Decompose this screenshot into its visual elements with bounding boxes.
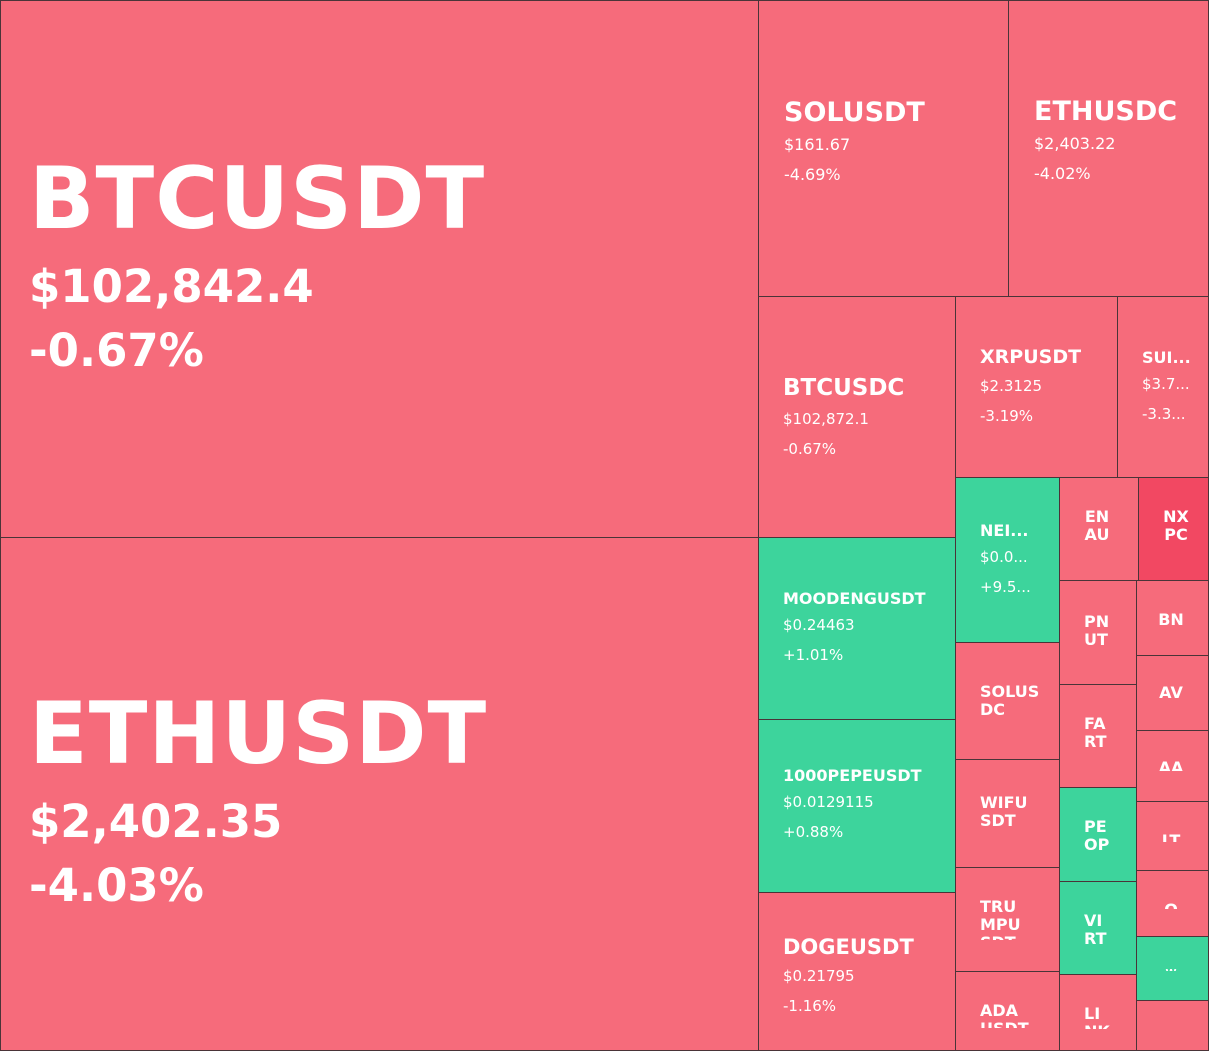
symbol-label: WIFUSDT [980, 794, 1028, 830]
change-label: -4.69% [784, 165, 841, 184]
symbol-label: FARTCOIN [1084, 715, 1109, 753]
symbol-label: VIRT [1084, 912, 1107, 948]
change-label: +0.88% [783, 823, 844, 841]
symbol-label: ENAUSDT [1084, 508, 1110, 546]
symbol-label: XRPUSDT [980, 346, 1082, 368]
change-label: -3.19% [980, 407, 1034, 425]
symbol-label: LINK [1084, 1005, 1110, 1029]
tile-peopleusdt[interactable]: PEOP [1059, 787, 1137, 882]
change-label: +9.5... [980, 578, 1031, 596]
tile-neiro[interactable]: NEI... $0.0... +9.5... [955, 477, 1060, 643]
tile-xrpusdt[interactable]: XRPUSDT $2.3125 -3.19% [955, 296, 1118, 478]
price-label: $0.0129115 [783, 793, 874, 811]
tile-moodengusdt[interactable]: MOODENGUSDT $0.24463 +1.01% [758, 537, 956, 720]
symbol-label: LT [1161, 832, 1181, 842]
tile-wifusdt[interactable]: WIFUSDT [955, 759, 1060, 868]
tile-1000pepeusdt[interactable]: 1000PEPEUSDT $0.0129115 +0.88% [758, 719, 956, 893]
tile-virtualusdt[interactable]: VIRT [1059, 881, 1137, 975]
price-label: $2,402.35 [29, 795, 283, 848]
symbol-label: SUI... [1142, 348, 1191, 367]
symbol-label: ETHUSDC [1034, 96, 1178, 127]
symbol-label: BTCUSDC [783, 375, 905, 401]
symbol-label: ETHUSDT [29, 686, 488, 782]
change-label: +1.01% [783, 646, 844, 664]
tile-bnbusdt[interactable]: BN [1136, 580, 1209, 656]
tile-solusdc[interactable]: SOLUSDC [955, 642, 1060, 760]
symbol-label: 1000PEPEUSDT [783, 766, 922, 785]
change-label: -3.3... [1142, 405, 1186, 423]
symbol-label: TRUMPUSDT [980, 898, 1021, 940]
price-label: $3.7... [1142, 375, 1190, 393]
tile-pnutusdt[interactable]: PNUTUSDT [1059, 580, 1137, 685]
symbol-label: BN [1158, 611, 1184, 629]
symbol-label: O [1137, 901, 1205, 909]
symbol-label: DOGEUSDT [783, 935, 914, 959]
tile-aausdt[interactable]: AA [1136, 730, 1209, 802]
tile-suiusdt[interactable]: SUI... $3.7... -3.3... [1117, 296, 1209, 478]
symbol-label: AV [1159, 684, 1183, 702]
tile-w-usdt[interactable]: W [1136, 936, 1209, 1001]
symbol-label: MOODENGUSDT [783, 589, 926, 608]
price-label: $102,842.4 [29, 260, 314, 313]
tile-linkusdt[interactable]: LINK [1059, 974, 1137, 1051]
price-label: $0.21795 [783, 967, 855, 985]
tile-enausdt[interactable]: ENAUSDT [1059, 477, 1139, 581]
symbol-label: NEI... [980, 521, 1029, 540]
price-label: $2.3125 [980, 377, 1043, 395]
price-label: $2,403.22 [1034, 134, 1116, 153]
change-label: -4.02% [1034, 164, 1091, 183]
tile-solusdt[interactable]: SOLUSDT $161.67 -4.69% [758, 0, 1009, 297]
symbol-label: W [1137, 965, 1205, 971]
tile-trumpusdt[interactable]: TRUMPUSDT [955, 867, 1060, 972]
tile-ethusdt[interactable]: ETHUSDT $2,402.35 -4.03% [0, 537, 759, 1051]
tile-btcusdt[interactable]: BTCUSDT $102,842.4 -0.67% [0, 0, 759, 538]
tile-ethusdc[interactable]: ETHUSDC $2,403.22 -4.02% [1008, 0, 1209, 297]
change-label: -1.16% [783, 997, 837, 1015]
change-label: -0.67% [783, 440, 837, 458]
symbol-label: PEOP [1084, 818, 1110, 854]
symbol-label: NXPCUSDT [1163, 508, 1189, 546]
change-label: -0.67% [29, 324, 204, 377]
price-label: $0.0... [980, 548, 1028, 566]
symbol-label: ADAUSDT [980, 1002, 1029, 1028]
symbol-label: SOLUSDC [980, 683, 1040, 719]
symbol-label: SOLUSDT [784, 97, 925, 128]
tile-ltcusdt[interactable]: LT [1136, 801, 1209, 871]
change-label: -4.03% [29, 859, 204, 912]
tile-o-usdt[interactable]: O [1136, 870, 1209, 937]
price-label: $102,872.1 [783, 410, 869, 428]
price-label: $161.67 [784, 135, 851, 154]
tile-adausdt[interactable]: ADAUSDT [955, 971, 1060, 1051]
tile-fartcoin[interactable]: FARTCOIN [1059, 684, 1137, 788]
symbol-label: PNUTUSDT [1084, 613, 1110, 651]
tile-avaxusdt[interactable]: AV [1136, 655, 1209, 731]
tile-btcusdc[interactable]: BTCUSDC $102,872.1 -0.67% [758, 296, 956, 538]
tile-small-bottom-right[interactable] [1136, 1000, 1209, 1051]
symbol-label: AA [1158, 759, 1184, 771]
symbol-label: BTCUSDT [29, 151, 486, 247]
tile-nxpcusdt[interactable]: NXPCUSDT [1138, 477, 1209, 581]
price-label: $0.24463 [783, 616, 855, 634]
tile-dogeusdt[interactable]: DOGEUSDT $0.21795 -1.16% [758, 892, 956, 1051]
